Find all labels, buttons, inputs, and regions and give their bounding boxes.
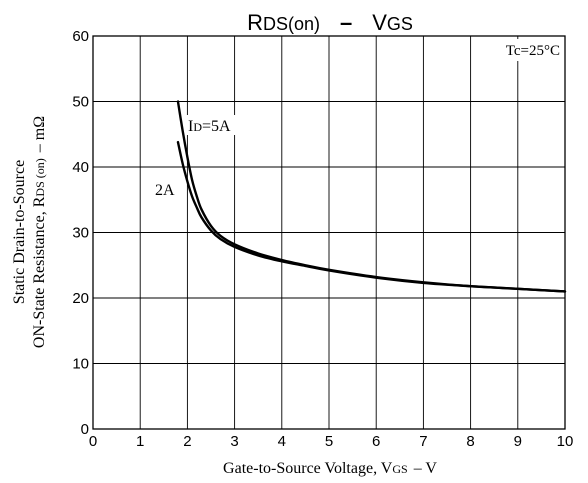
title-main: R [247,10,263,35]
title-main-sub: DS(on) [263,14,320,34]
x-tick-label-2: 2 [183,433,191,450]
x-tick-label-6: 6 [372,433,380,450]
x-axis-label: Gate-to-Source Voltage, VGS – V [223,460,437,477]
condition-label: Tc=25°C [506,43,560,59]
x-tick-label-3: 3 [230,433,238,450]
y-tick-labels: 0 10 20 30 40 50 60 [72,28,89,438]
series-label-5a-suffix: =5A [202,118,231,135]
y-tick-label-60: 60 [72,28,89,45]
y-tick-label-30: 30 [72,225,89,242]
x-axis-label-text: Gate-to-Source Voltage, V [223,460,393,477]
series-label-5a: ID=5A [188,118,231,135]
title-separator: – [340,10,352,35]
series-line-2a [176,140,567,293]
x-tick-label-9: 9 [514,433,522,450]
y-axis-label-line2-unit: – mΩ [31,116,48,153]
y-tick-label-40: 40 [72,159,89,176]
x-tick-label-7: 7 [419,433,427,450]
x-tick-label-10: 10 [557,433,574,450]
x-tick-label-4: 4 [278,433,286,450]
x-tick-label-1: 1 [136,433,144,450]
series-label-5a-prefix: I [188,118,193,135]
x-tick-label-8: 8 [466,433,474,450]
y-tick-label-10: 10 [72,356,89,373]
condition-box [500,39,564,61]
x-tick-labels: 0 1 2 3 4 5 6 7 8 9 10 [89,433,574,450]
y-tick-label-20: 20 [72,290,89,307]
title-second: V [372,10,387,35]
series-label-5a-sub: D [193,120,202,134]
series-label-2a: 2A [155,182,175,199]
y-axis-label-line2-sub: DS (on) [33,158,47,196]
y-axis-label: Static Drain-to-Source ON-State Resistan… [11,116,48,348]
plot-frame [92,35,566,430]
series-group [176,100,567,293]
y-axis-label-line1: Static Drain-to-Source [11,160,28,304]
y-axis-label-line2-prefix: ON-State Resistance, R [31,196,48,348]
y-tick-label-50: 50 [72,94,89,111]
chart-title: RDS(on) – VGS [247,10,413,35]
title-second-sub: GS [387,14,413,34]
x-tick-label-5: 5 [325,433,333,450]
series-label-5a-bg [186,115,246,135]
grid [93,36,565,429]
y-tick-label-0: 0 [81,421,89,438]
y-axis-label-line2: ON-State Resistance, RDS (on) – mΩ [31,116,48,348]
x-axis-label-sub: GS [392,462,407,476]
x-axis-label-unit: – V [413,460,438,477]
x-tick-label-0: 0 [89,433,97,450]
